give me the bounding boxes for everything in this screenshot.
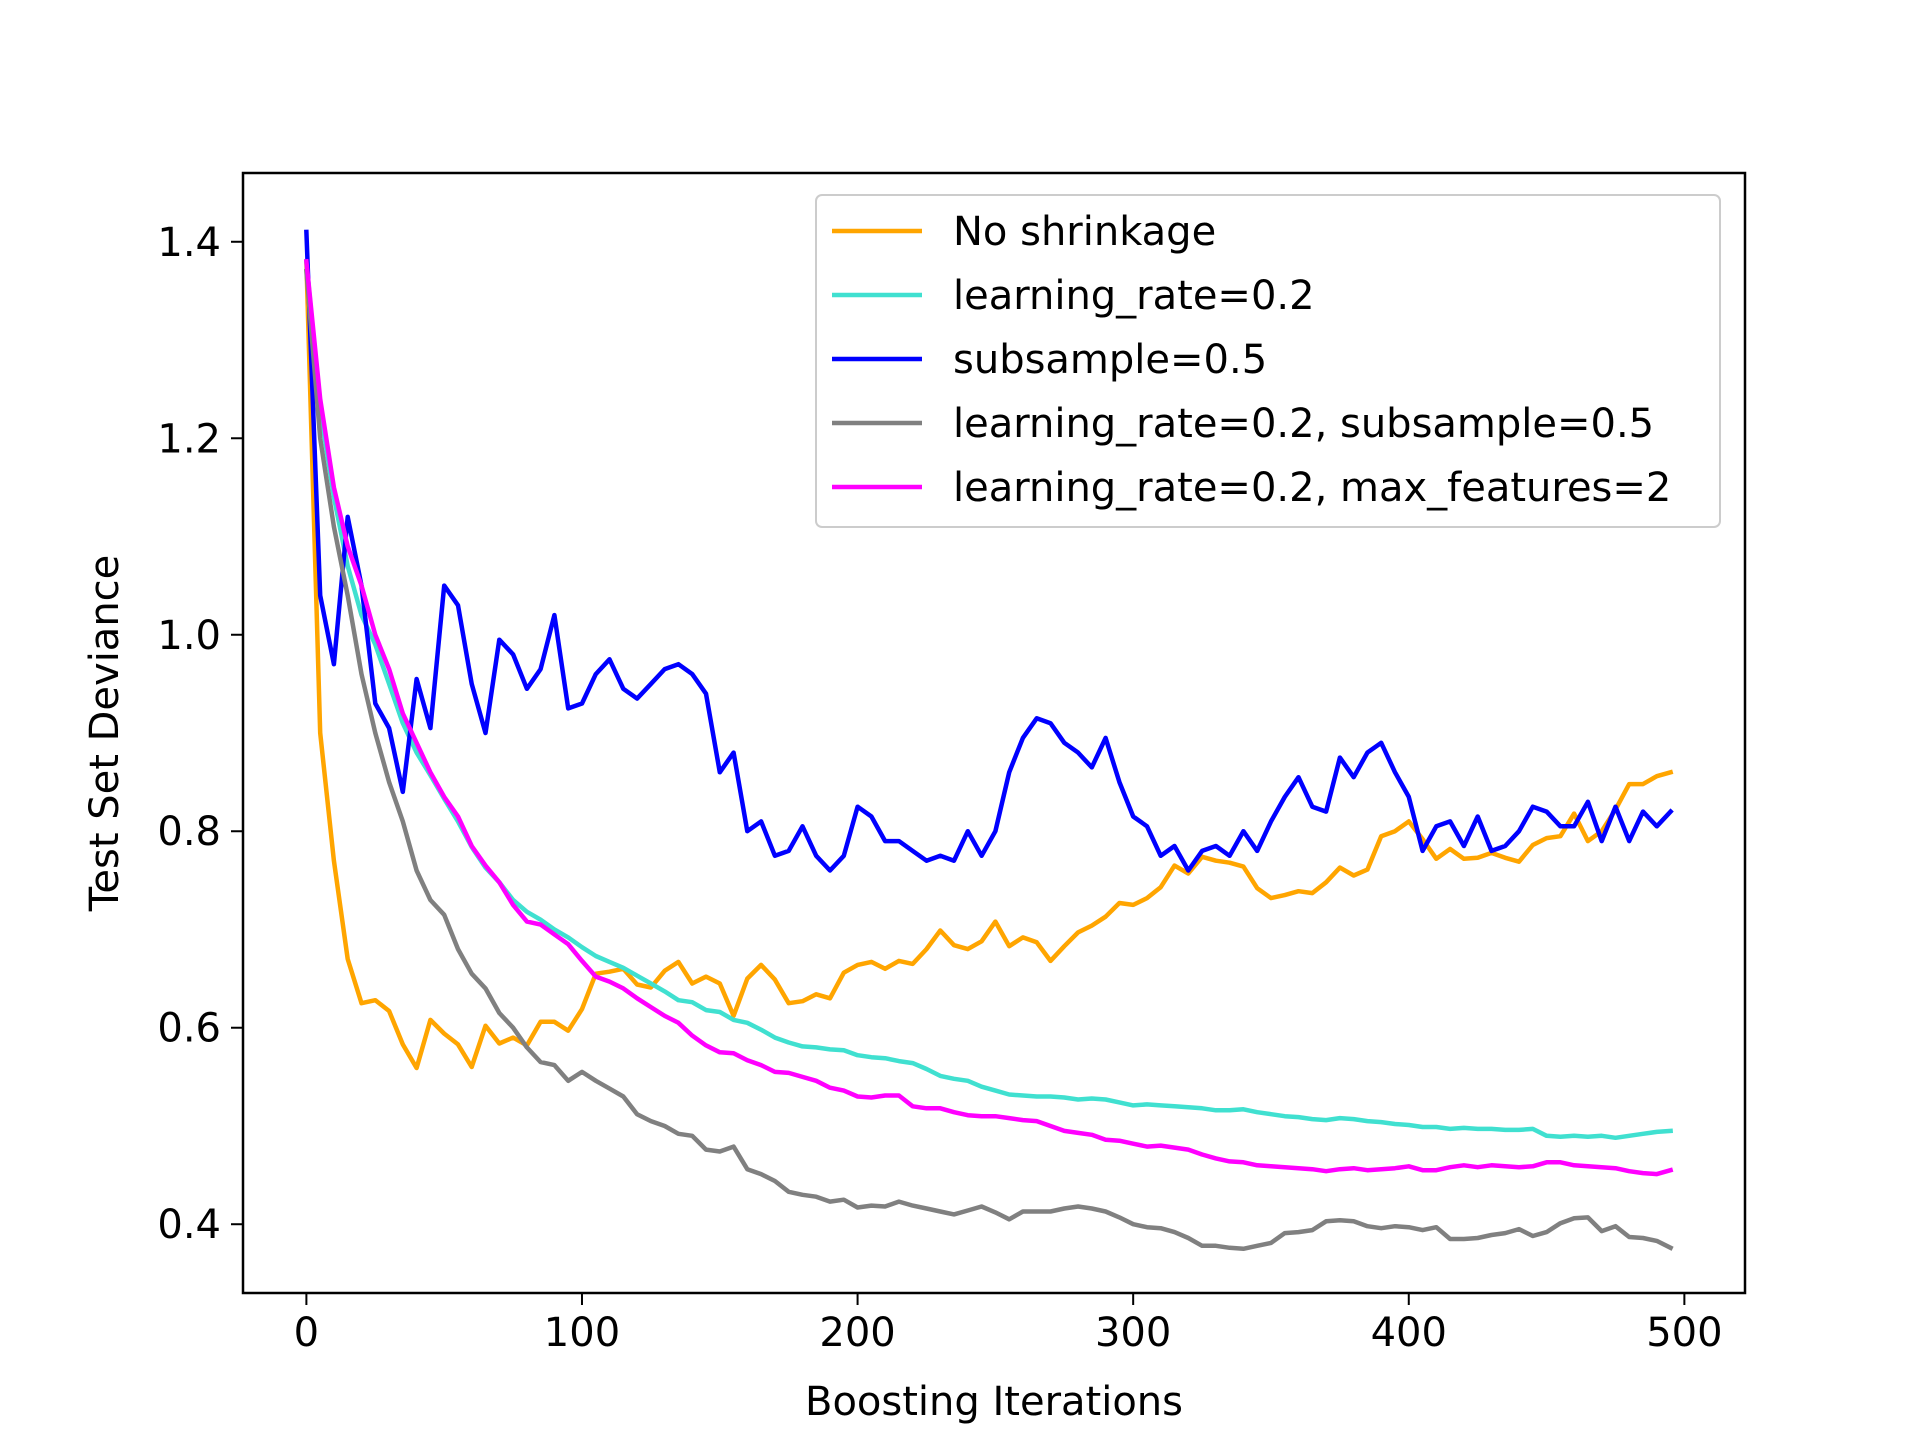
legend-label: learning_rate=0.2, max_features=2 (953, 465, 1671, 511)
y-tick-label: 0.4 (157, 1202, 221, 1248)
x-tick-label: 0 (294, 1310, 319, 1356)
legend: No shrinkage learning_rate=0.2 subsample=0… (815, 194, 1721, 528)
y-tick-label: 0.8 (157, 809, 221, 855)
x-tick-label: 300 (1095, 1310, 1171, 1356)
series-line-5 (303, 258, 1674, 1177)
y-axis-label: Test Set Deviance (82, 555, 128, 913)
series-line-2 (303, 258, 1674, 1141)
legend-label: No shrinkage (953, 209, 1216, 255)
x-axis-label: Boosting Iterations (805, 1379, 1183, 1425)
x-tick-label: 100 (544, 1310, 620, 1356)
series-line-4 (303, 268, 1674, 1252)
x-tick-label: 400 (1371, 1310, 1447, 1356)
x-tick-label: 500 (1646, 1310, 1722, 1356)
legend-label: subsample=0.5 (953, 337, 1267, 383)
y-tick-label: 1.4 (157, 220, 221, 266)
series-line-3 (304, 229, 1674, 873)
x-axis: 0 100 200 300 400 500 (294, 1293, 1723, 1356)
plot-frame (241, 171, 1747, 1295)
y-tick-label: 1.0 (157, 613, 221, 659)
legend-label: learning_rate=0.2 (953, 273, 1315, 319)
y-axis: 0.4 0.6 0.8 1.0 1.2 1.4 (157, 220, 243, 1248)
y-tick-label: 1.2 (157, 416, 221, 462)
series-line-1 (304, 259, 1674, 1071)
x-tick-label: 200 (819, 1310, 895, 1356)
y-tick-label: 0.6 (157, 1006, 221, 1052)
legend-box (815, 194, 1721, 528)
legend-label: learning_rate=0.2, subsample=0.5 (953, 401, 1654, 447)
series-layer (303, 229, 1674, 1252)
